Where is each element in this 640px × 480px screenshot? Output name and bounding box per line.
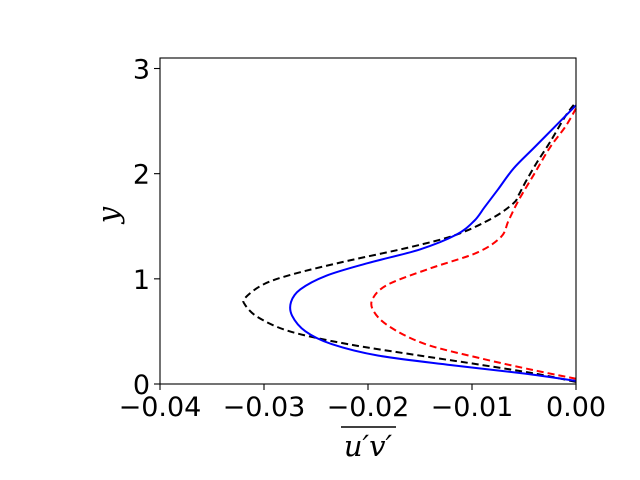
y-axis-label: y bbox=[91, 206, 125, 225]
x-tick-label: −0.03 bbox=[223, 392, 306, 423]
y-ticks: 0 1 2 3 bbox=[133, 55, 160, 401]
x-tick-label: −0.02 bbox=[327, 392, 410, 423]
x-tick-label: 0.00 bbox=[546, 392, 606, 423]
x-ticks: −0.04 −0.03 −0.02 −0.01 0.00 bbox=[119, 384, 606, 423]
x-axis-label: u′v′ bbox=[344, 429, 393, 463]
y-tick-label: 3 bbox=[133, 55, 150, 86]
axes-frame bbox=[159, 57, 577, 385]
series-line-1 bbox=[242, 101, 577, 383]
x-tick-label: −0.01 bbox=[431, 392, 514, 423]
y-tick-label: 0 bbox=[133, 370, 150, 401]
series-line-2 bbox=[289, 104, 577, 382]
series-line-3 bbox=[370, 107, 577, 380]
y-tick-label: 1 bbox=[133, 265, 150, 296]
series-layer bbox=[242, 101, 577, 383]
x-tick-label: −0.04 bbox=[119, 392, 202, 423]
y-tick-label: 2 bbox=[133, 160, 150, 191]
